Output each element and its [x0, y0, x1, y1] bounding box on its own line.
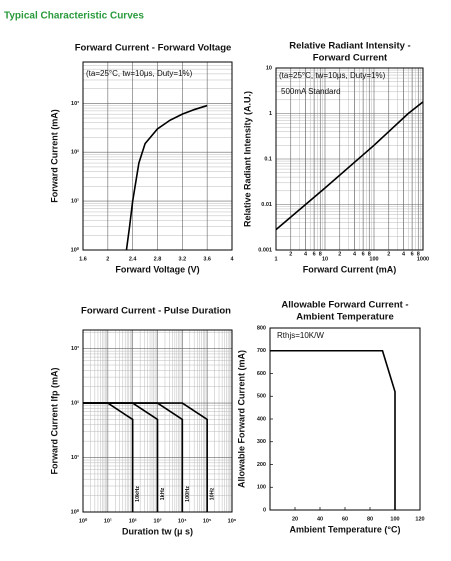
x-tick-label: 3.6	[203, 256, 211, 262]
y-tick-label: 10⁰	[71, 246, 80, 253]
series-label: 10Hz	[210, 487, 216, 500]
y-tick-label: 1	[269, 111, 272, 117]
x-tick-label: 120	[415, 516, 424, 522]
plot-frame	[275, 67, 424, 251]
y-tick-label: 10¹	[71, 198, 79, 205]
x-tick-label: 10⁵	[203, 518, 212, 524]
x-axis-label: Forward Current (mA)	[303, 264, 397, 274]
y-tick-label: 0.001	[258, 247, 272, 253]
x-tick-label: 2	[106, 256, 109, 262]
y-tick-label: 10³	[71, 345, 79, 352]
x-tick-label: 80	[367, 516, 373, 522]
x-tick-label: 6	[313, 251, 316, 257]
x-tick-label: 4	[230, 256, 234, 262]
x-tick-label: 60	[342, 516, 348, 522]
x-tick-label: 4	[402, 251, 406, 257]
data-line	[125, 104, 208, 251]
y-tick-label: 100	[257, 485, 266, 491]
chart-title: Forward Current - Forward Voltage	[75, 43, 232, 54]
x-tick-label: 6	[362, 251, 365, 257]
x-tick-label: 6	[411, 251, 414, 257]
x-tick-label: 2.8	[154, 256, 162, 262]
chart-title: Forward Current - Pulse Duration	[81, 306, 231, 317]
y-axis-label: Allowable Forward Current (mA)	[236, 350, 246, 488]
x-tick-label: 4	[353, 251, 357, 257]
x-axis-label: Ambient Temperature (°C)	[290, 524, 401, 534]
series-label: 10kHz	[135, 486, 141, 502]
chart-title: Ambient Temperature	[296, 312, 393, 323]
x-axis-label: Forward Voltage (V)	[115, 264, 199, 274]
x-tick-label: 2	[387, 251, 390, 257]
x-tick-label: 10¹	[104, 517, 112, 524]
x-tick-label: 100	[369, 256, 378, 262]
page-title: Typical Characteristic Curves	[4, 11, 144, 22]
x-tick-label: 2	[338, 251, 341, 257]
x-tick-label: 3.2	[179, 256, 187, 262]
annotation: (ta=25°C, tw=10μs, Duty=1%)	[279, 71, 386, 80]
y-tick-label: 300	[257, 439, 266, 445]
x-tick-label: 100	[390, 516, 399, 522]
y-tick-label: 600	[257, 371, 266, 377]
plot-frame	[269, 327, 421, 511]
x-tick-label: 20	[292, 516, 298, 522]
x-tick-label: 1.6	[79, 256, 87, 262]
chart-title: Relative Radiant Intensity -	[289, 41, 410, 52]
y-axis-label: Relative Radiant Intensity (A.U.)	[242, 91, 252, 227]
x-tick-label: 10²	[129, 517, 137, 524]
y-tick-label: 10²	[71, 149, 79, 156]
x-tick-label: 10³	[154, 517, 162, 524]
y-tick-label: 0.1	[264, 156, 272, 162]
data-line	[83, 402, 208, 512]
x-tick-label: 2	[289, 251, 292, 257]
chart-title: Forward Current	[313, 53, 388, 64]
y-tick-label: 200	[257, 462, 266, 468]
y-tick-label: 700	[257, 348, 266, 354]
x-tick-label: 8	[417, 251, 420, 257]
series-label: 100Hz	[185, 486, 191, 502]
y-tick-label: 0.01	[261, 202, 272, 208]
plot-frame	[82, 61, 233, 251]
x-tick-label: 10⁴	[178, 518, 187, 524]
chart-title: Allowable Forward Current -	[281, 300, 408, 311]
y-tick-label: 10²	[71, 400, 79, 407]
x-axis-label: Duration tw (μ s)	[122, 526, 193, 536]
x-tick-label: 10⁰	[79, 517, 88, 524]
y-tick-label: 10⁰	[71, 508, 80, 515]
y-tick-label: 0	[263, 507, 266, 513]
x-tick-label: 4	[304, 251, 308, 257]
y-tick-label: 500	[257, 394, 266, 400]
y-tick-label: 400	[257, 416, 266, 422]
x-tick-label: 8	[368, 251, 371, 257]
x-tick-label: 1000	[417, 256, 429, 262]
x-tick-label: 1	[274, 256, 277, 262]
y-tick-label: 10¹	[71, 454, 79, 461]
y-tick-label: 800	[257, 325, 266, 331]
x-tick-label: 10⁶	[228, 518, 237, 524]
series-label: 1kHz	[160, 487, 166, 500]
y-tick-label: 10	[266, 65, 272, 71]
annotation: 500mA Standard	[281, 87, 341, 96]
data-line	[270, 349, 396, 510]
x-tick-label: 40	[317, 516, 323, 522]
y-axis-label: Forward Current Ifp (mA)	[49, 367, 59, 474]
data-line	[275, 101, 424, 231]
x-tick-label: 10	[322, 256, 328, 262]
x-tick-label: 2.4	[129, 256, 138, 262]
y-axis-label: Forward Current (mA)	[49, 109, 59, 203]
annotation: (ta=25°C, tw=10μs, Duty=1%)	[86, 69, 193, 78]
annotation: Rthjs=10K/W	[277, 331, 324, 340]
y-tick-label: 10³	[71, 100, 79, 107]
x-tick-label: 8	[319, 251, 322, 257]
